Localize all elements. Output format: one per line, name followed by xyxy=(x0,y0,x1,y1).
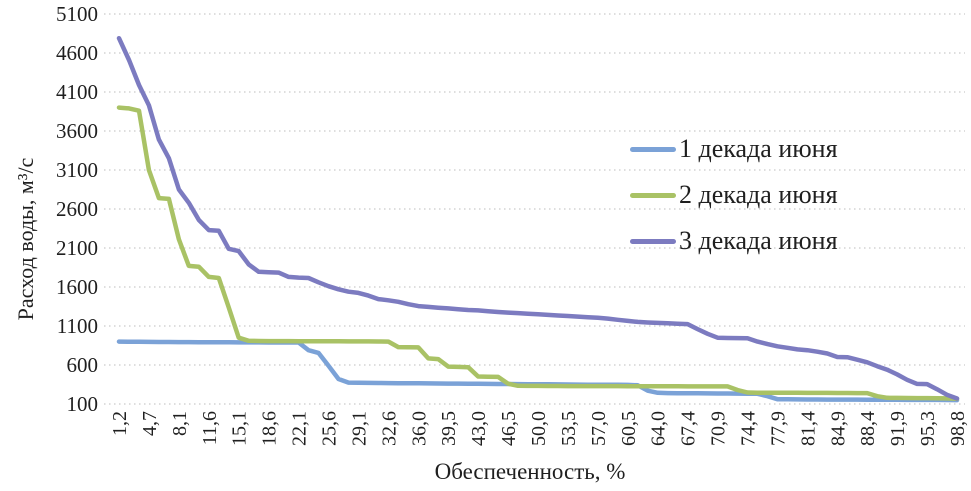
x-axis-title: Обеспеченность, % xyxy=(435,459,626,484)
x-tick-label: 95,3 xyxy=(917,411,939,446)
x-tick-label: 8,1 xyxy=(169,411,191,436)
legend-line-swatch-series3 xyxy=(630,238,676,244)
x-tick-label: 46,5 xyxy=(498,411,520,446)
x-tick-label: 67,4 xyxy=(678,411,700,446)
legend-label: 2 декада июня xyxy=(679,180,838,209)
y-tick-label: 3100 xyxy=(56,158,98,182)
y-tick-label: 100 xyxy=(67,392,99,416)
x-tick-label: 53,5 xyxy=(558,411,580,446)
legend-item: 1 декада июня xyxy=(630,126,838,172)
series-line-3 xyxy=(116,35,960,401)
legend-line-swatch-series2 xyxy=(630,192,676,198)
legend-item: 2 декада июня xyxy=(630,172,838,218)
y-axis-title: Расход воды, м³/с xyxy=(13,157,38,321)
x-tick-label: 70,9 xyxy=(708,411,730,446)
x-tick-label: 98,8 xyxy=(947,411,969,446)
y-tick-label: 2100 xyxy=(56,236,98,260)
x-tick-label: 18,6 xyxy=(259,411,281,446)
x-tick-label: 29,1 xyxy=(348,411,370,446)
series-line-2 xyxy=(116,105,960,401)
x-tick-label: 88,4 xyxy=(857,411,879,446)
x-tick-label: 43,0 xyxy=(468,411,490,446)
x-tick-label: 22,1 xyxy=(289,411,311,446)
x-tick-label: 77,9 xyxy=(767,411,789,446)
y-tick-label: 5100 xyxy=(56,2,98,26)
y-tick-label: 1600 xyxy=(56,275,98,299)
x-tick-label: 1,2 xyxy=(109,411,131,436)
x-tick-label: 64,0 xyxy=(648,411,670,446)
x-tick-label: 91,9 xyxy=(887,411,909,446)
x-tick-label: 36,0 xyxy=(408,411,430,446)
x-tick-label: 81,4 xyxy=(797,411,819,446)
chart-legend: 1 декада июня 2 декада июня 3 декада июн… xyxy=(630,126,838,264)
y-tick-label: 1100 xyxy=(57,314,98,338)
x-tick-label: 60,5 xyxy=(618,411,640,446)
x-tick-label: 50,0 xyxy=(528,411,550,446)
y-tick-label: 4600 xyxy=(56,41,98,65)
x-tick-label: 32,6 xyxy=(378,411,400,446)
y-tick-label: 3600 xyxy=(56,119,98,143)
x-tick-label: 15,1 xyxy=(229,411,251,446)
x-tick-label: 4,7 xyxy=(139,411,161,436)
y-tick-label: 600 xyxy=(67,353,99,377)
x-tick-label: 39,5 xyxy=(438,411,460,446)
legend-label: 1 декада июня xyxy=(679,134,838,163)
y-tick-label: 2600 xyxy=(56,197,98,221)
x-tick-label: 57,0 xyxy=(588,411,610,446)
legend-label: 3 декада июня xyxy=(679,226,838,255)
y-tick-label: 4100 xyxy=(56,80,98,104)
x-tick-label: 74,4 xyxy=(738,411,760,446)
x-tick-label: 84,9 xyxy=(827,411,849,446)
x-tick-label: 25,6 xyxy=(319,411,341,446)
legend-line-swatch-series1 xyxy=(630,146,676,152)
x-tick-label: 11,6 xyxy=(199,411,221,445)
legend-item: 3 декада июня xyxy=(630,218,838,264)
